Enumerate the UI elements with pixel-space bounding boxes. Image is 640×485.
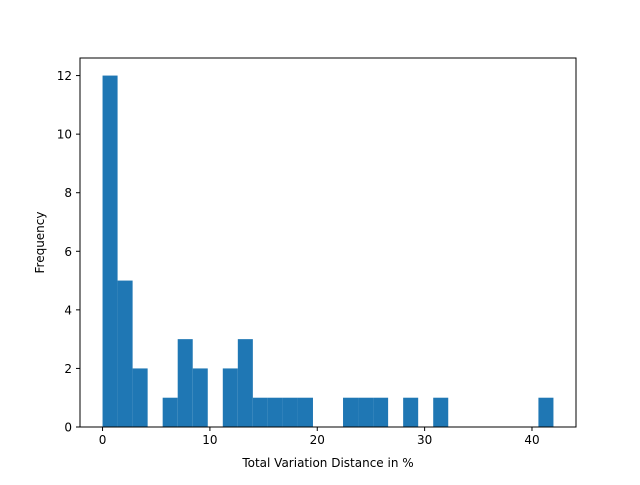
histogram-bar — [343, 397, 359, 427]
y-tick-label: 4 — [64, 303, 72, 317]
histogram-bar — [538, 397, 554, 427]
y-tick-label: 10 — [57, 128, 72, 142]
histogram-bar — [267, 397, 283, 427]
x-tick-label: 40 — [524, 433, 539, 447]
histogram-bar — [177, 339, 193, 427]
y-tick-label: 2 — [64, 362, 72, 376]
histogram-bar — [297, 397, 313, 427]
x-tick-label: 20 — [310, 433, 325, 447]
x-tick-label: 30 — [417, 433, 432, 447]
y-tick-label: 6 — [64, 245, 72, 259]
histogram-bar — [433, 397, 449, 427]
histogram-bar — [252, 397, 268, 427]
x-tick-label: 10 — [202, 433, 217, 447]
y-tick-label: 12 — [57, 69, 72, 83]
y-tick-label: 0 — [64, 421, 72, 435]
x-axis-ticks: 0 10 20 30 40 — [99, 427, 540, 447]
histogram-bar — [132, 368, 148, 427]
y-tick-label: 8 — [64, 186, 72, 200]
histogram-bar — [117, 280, 133, 427]
histogram-bar — [102, 75, 118, 427]
histogram-bar — [282, 397, 298, 427]
y-axis-ticks: 0 2 4 6 8 10 12 — [57, 69, 80, 435]
histogram-bar — [373, 397, 389, 427]
histogram-bar — [222, 368, 238, 427]
histogram-bar — [403, 397, 419, 427]
plot-frame — [79, 57, 577, 428]
x-tick-label: 0 — [99, 433, 107, 447]
histogram-bar — [358, 397, 374, 427]
histogram-bar — [192, 368, 208, 427]
histogram-bar — [237, 339, 253, 427]
histogram-bar — [162, 397, 178, 427]
x-axis-label: Total Variation Distance in % — [241, 456, 413, 470]
y-axis-label: Frequency — [33, 212, 47, 274]
bars-group — [102, 75, 554, 427]
